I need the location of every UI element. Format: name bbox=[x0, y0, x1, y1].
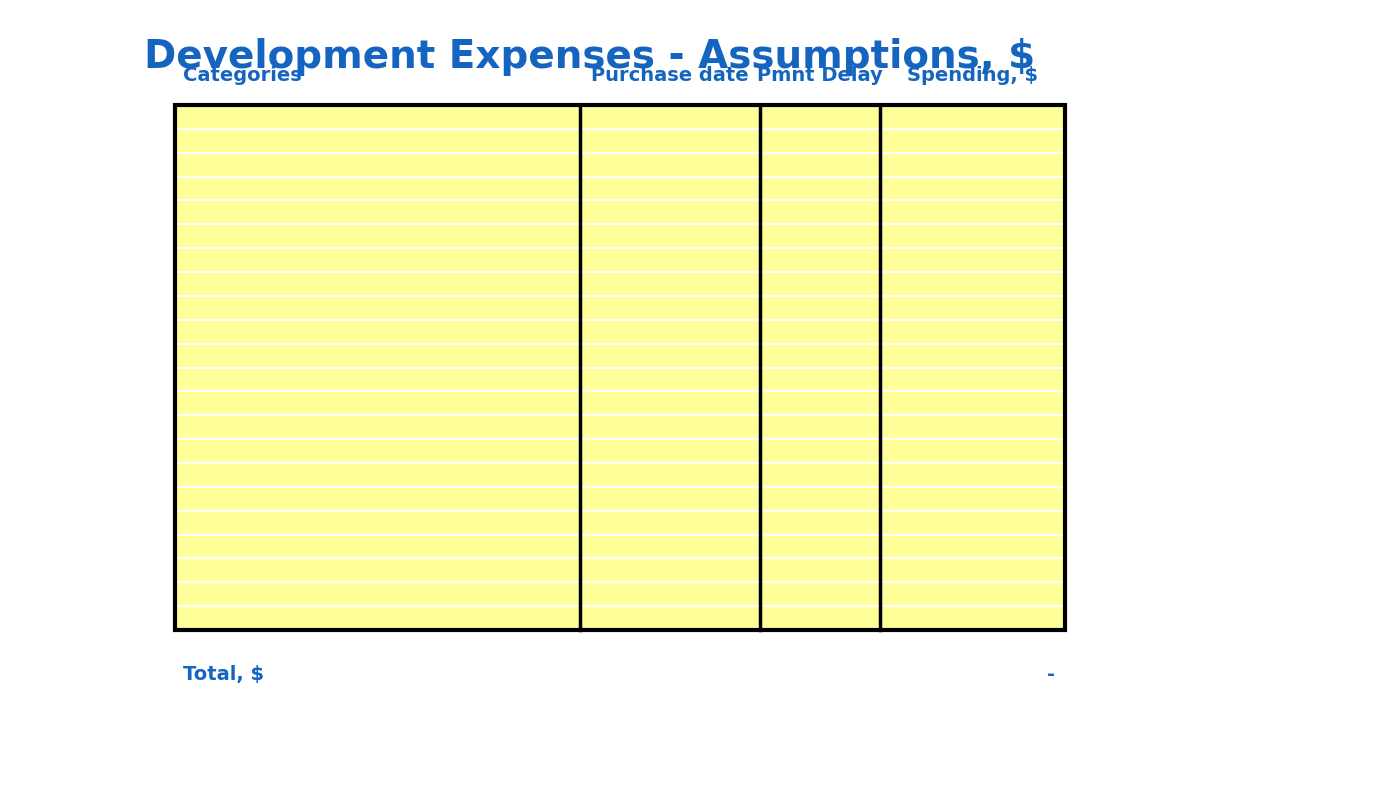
Text: Pmnt Delay: Pmnt Delay bbox=[757, 66, 882, 85]
Text: -: - bbox=[1047, 665, 1055, 684]
Text: Development Expenses - Assumptions, $: Development Expenses - Assumptions, $ bbox=[144, 38, 1036, 76]
Text: Purchase date: Purchase date bbox=[591, 66, 748, 85]
Text: Total, $: Total, $ bbox=[183, 665, 264, 684]
Text: Spending, $: Spending, $ bbox=[907, 66, 1039, 85]
Text: Categories: Categories bbox=[183, 66, 302, 85]
Bar bbox=[174, 105, 1065, 630]
Bar bbox=[174, 105, 1065, 630]
